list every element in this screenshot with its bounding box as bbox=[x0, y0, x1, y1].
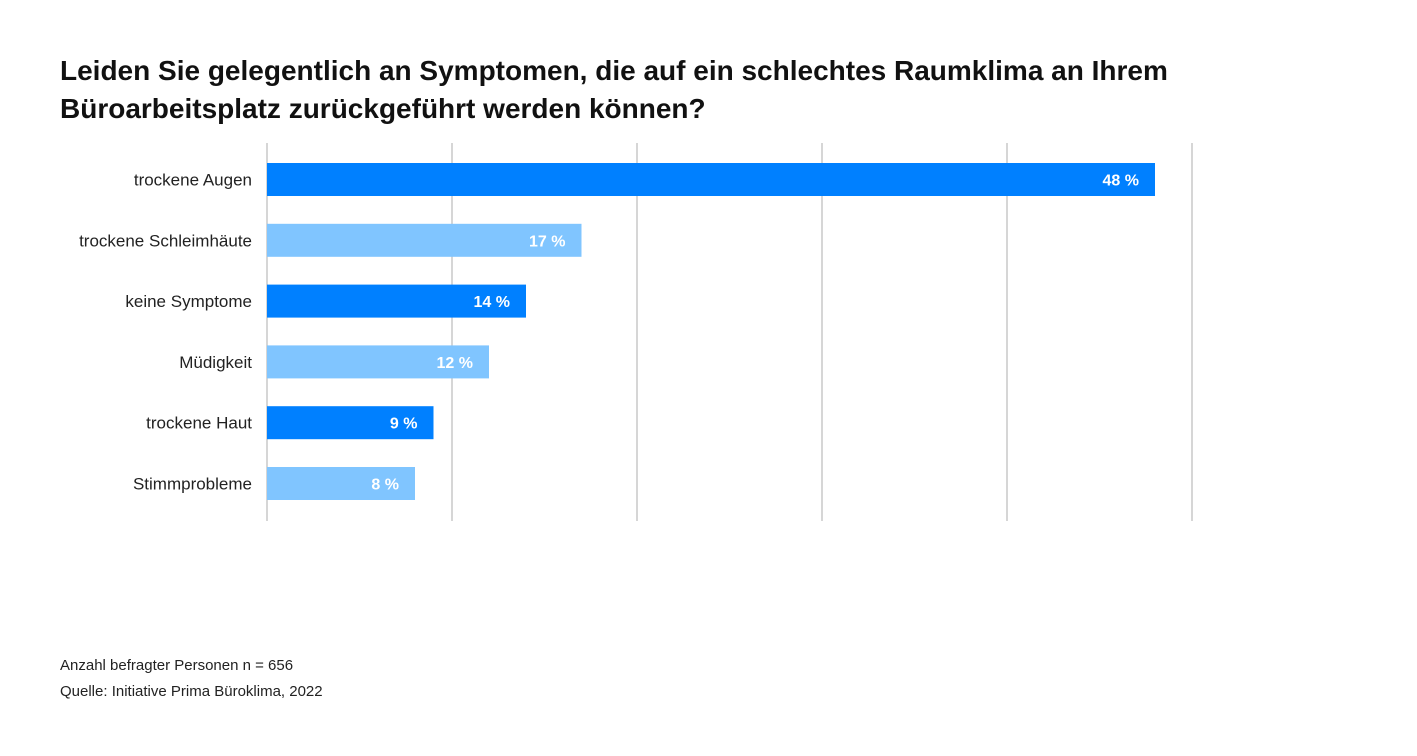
value-label: 9 % bbox=[390, 416, 418, 433]
bars bbox=[267, 163, 1155, 500]
bar-1 bbox=[267, 223, 582, 257]
value-label: 12 % bbox=[437, 355, 473, 372]
category-label: trockene Haut bbox=[146, 414, 252, 433]
bar-2 bbox=[267, 284, 526, 318]
category-label: trockene Schleimhäute bbox=[79, 231, 252, 250]
source-note: Quelle: Initiative Prima Büroklima, 2022 bbox=[60, 683, 323, 700]
value-label: 17 % bbox=[529, 233, 565, 250]
labels: trockene Augen 48 % trockene Schleimhäute 1… bbox=[79, 171, 1139, 494]
value-label: 8 % bbox=[371, 477, 399, 494]
sample-size-note: Anzahl befragter Personen n = 656 bbox=[60, 657, 294, 674]
value-label: 48 % bbox=[1103, 173, 1139, 190]
value-label: 14 % bbox=[474, 294, 510, 311]
chart-title: Leiden Sie gelegentlich an Symptomen, di… bbox=[60, 55, 1168, 124]
gridlines bbox=[266, 143, 1193, 521]
bar-3 bbox=[267, 345, 489, 379]
bar-0 bbox=[267, 163, 1155, 196]
category-label: keine Symptome bbox=[125, 292, 252, 311]
bar-4 bbox=[267, 406, 434, 440]
category-label: trockene Augen bbox=[134, 171, 252, 190]
category-label: Stimmprobleme bbox=[133, 475, 252, 494]
bar-5 bbox=[267, 467, 415, 500]
category-label: Müdigkeit bbox=[179, 353, 252, 372]
